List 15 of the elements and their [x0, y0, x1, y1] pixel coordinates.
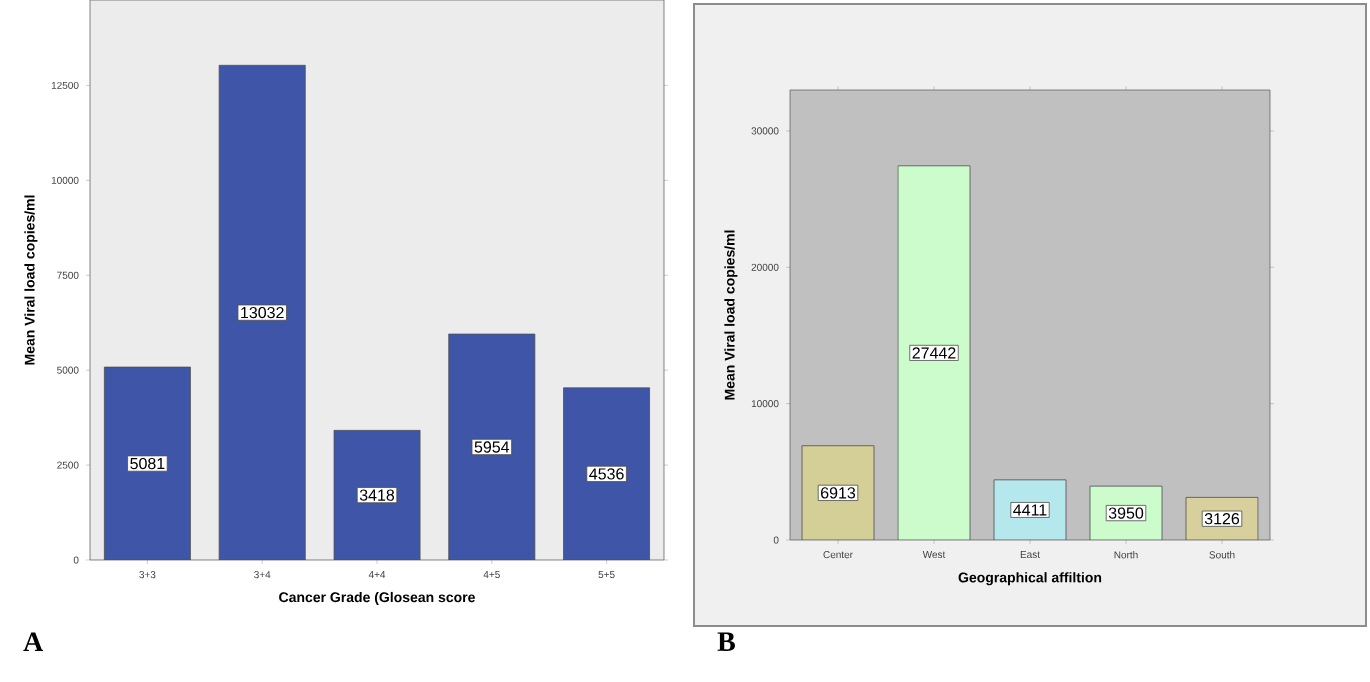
data-label: 3950 — [1108, 507, 1144, 519]
data-label: 27442 — [912, 347, 956, 359]
data-label: 3126 — [1204, 513, 1240, 525]
bar — [897, 165, 971, 540]
bar — [333, 429, 421, 560]
data-label: 5954 — [474, 441, 510, 453]
text: B — [717, 632, 735, 651]
data-label: 4536 — [589, 468, 624, 480]
data-label: 6913 — [821, 487, 856, 499]
text: A — [23, 632, 44, 651]
data-label: 5081 — [130, 457, 165, 470]
data-label: 13032 — [241, 306, 284, 319]
bar — [448, 333, 536, 560]
data-label: 3418 — [359, 489, 395, 501]
data-label: 4411 — [1013, 504, 1047, 516]
